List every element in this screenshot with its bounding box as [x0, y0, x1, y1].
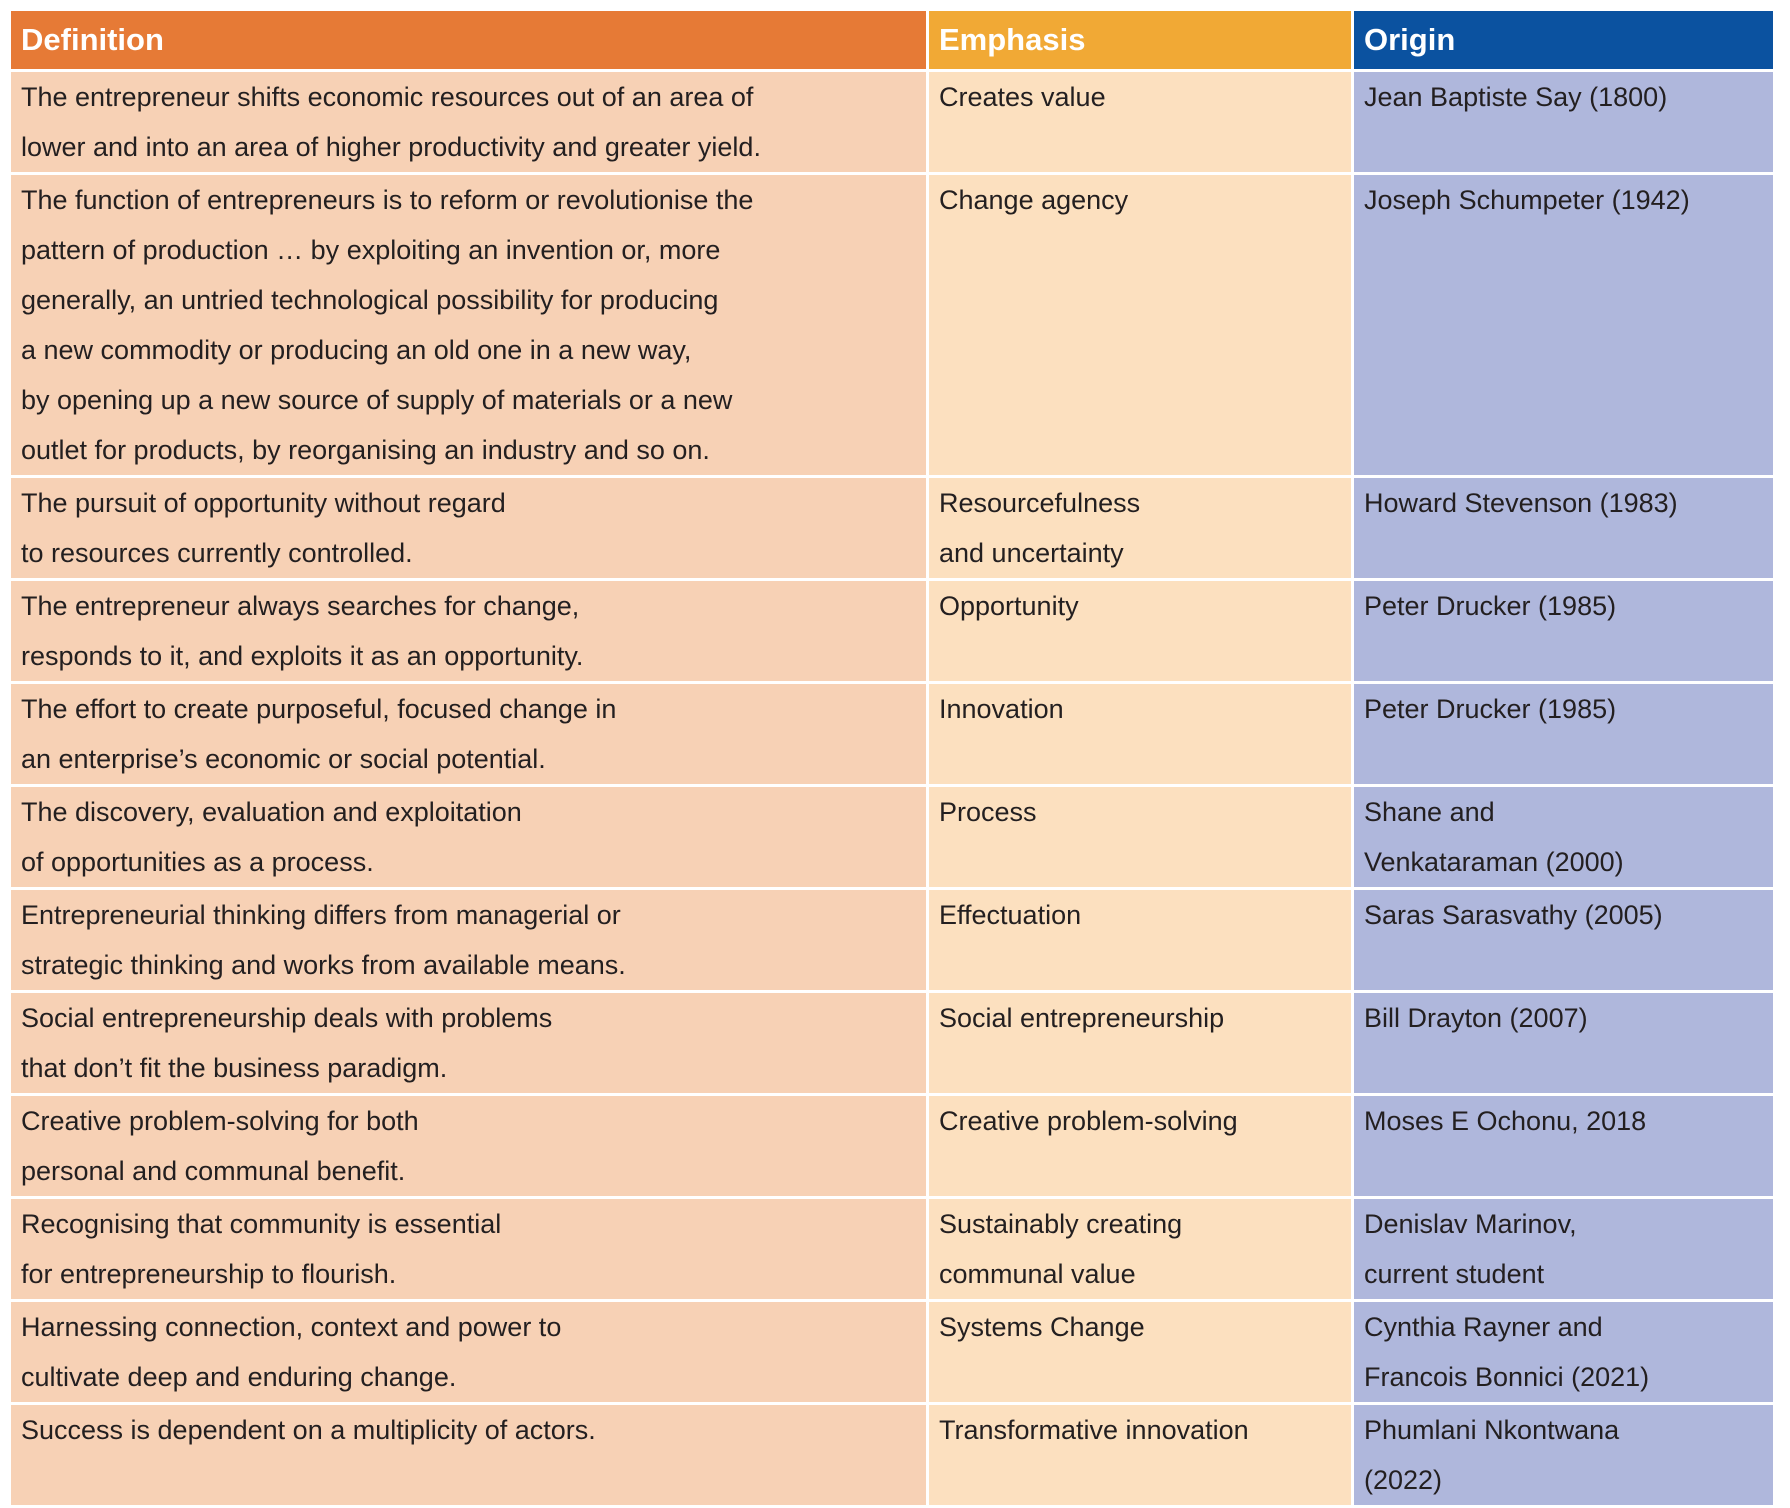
table-row: Success is dependent on a multiplicity o…	[11, 1405, 1773, 1505]
origin-cell: Jean Baptiste Say (1800)	[1354, 72, 1773, 172]
origin-cell: Denislav Marinov, current student	[1354, 1199, 1773, 1299]
emphasis-cell: Social entrepreneurship	[929, 993, 1351, 1093]
emphasis-cell: Creative problem-solving	[929, 1096, 1351, 1196]
definition-cell: The function of entrepreneurs is to refo…	[11, 175, 926, 475]
definition-cell: The entrepreneur shifts economic resourc…	[11, 72, 926, 172]
origin-cell: Shane and Venkataraman (2000)	[1354, 787, 1773, 887]
origin-cell: Phumlani Nkontwana (2022)	[1354, 1405, 1773, 1505]
table-row: The entrepreneur shifts economic resourc…	[11, 72, 1773, 172]
header-row: Definition Emphasis Origin	[11, 11, 1773, 69]
table-row: The function of entrepreneurs is to refo…	[11, 175, 1773, 475]
definitions-table: Definition Emphasis Origin The entrepren…	[8, 8, 1776, 1508]
origin-cell: Saras Sarasvathy (2005)	[1354, 890, 1773, 990]
emphasis-cell: Transformative innovation	[929, 1405, 1351, 1505]
definition-cell: Recognising that community is essential …	[11, 1199, 926, 1299]
emphasis-cell: Innovation	[929, 684, 1351, 784]
emphasis-cell: Sustainably creating communal value	[929, 1199, 1351, 1299]
definition-cell: Social entrepreneurship deals with probl…	[11, 993, 926, 1093]
emphasis-cell: Systems Change	[929, 1302, 1351, 1402]
definition-cell: Creative problem-solving for both person…	[11, 1096, 926, 1196]
table-row: The discovery, evaluation and exploitati…	[11, 787, 1773, 887]
emphasis-cell: Resourcefulness and uncertainty	[929, 478, 1351, 578]
header-definition: Definition	[11, 11, 926, 69]
table-row: The pursuit of opportunity without regar…	[11, 478, 1773, 578]
definition-cell: The pursuit of opportunity without regar…	[11, 478, 926, 578]
emphasis-cell: Creates value	[929, 72, 1351, 172]
definition-cell: Entrepreneurial thinking differs from ma…	[11, 890, 926, 990]
definition-cell: Success is dependent on a multiplicity o…	[11, 1405, 926, 1505]
definition-cell: The discovery, evaluation and exploitati…	[11, 787, 926, 887]
header-origin: Origin	[1354, 11, 1773, 69]
table-row: Creative problem-solving for both person…	[11, 1096, 1773, 1196]
origin-cell: Moses E Ochonu, 2018	[1354, 1096, 1773, 1196]
emphasis-cell: Change agency	[929, 175, 1351, 475]
table-row: Entrepreneurial thinking differs from ma…	[11, 890, 1773, 990]
emphasis-cell: Process	[929, 787, 1351, 887]
definition-cell: The effort to create purposeful, focused…	[11, 684, 926, 784]
table-row: The entrepreneur always searches for cha…	[11, 581, 1773, 681]
table-row: The effort to create purposeful, focused…	[11, 684, 1773, 784]
origin-cell: Howard Stevenson (1983)	[1354, 478, 1773, 578]
origin-cell: Joseph Schumpeter (1942)	[1354, 175, 1773, 475]
origin-cell: Bill Drayton (2007)	[1354, 993, 1773, 1093]
emphasis-cell: Effectuation	[929, 890, 1351, 990]
origin-cell: Cynthia Rayner and Francois Bonnici (202…	[1354, 1302, 1773, 1402]
definition-cell: Harnessing connection, context and power…	[11, 1302, 926, 1402]
table-row: Social entrepreneurship deals with probl…	[11, 993, 1773, 1093]
origin-cell: Peter Drucker (1985)	[1354, 684, 1773, 784]
emphasis-cell: Opportunity	[929, 581, 1351, 681]
definition-cell: The entrepreneur always searches for cha…	[11, 581, 926, 681]
origin-cell: Peter Drucker (1985)	[1354, 581, 1773, 681]
header-emphasis: Emphasis	[929, 11, 1351, 69]
table-row: Harnessing connection, context and power…	[11, 1302, 1773, 1402]
table-row: Recognising that community is essential …	[11, 1199, 1773, 1299]
